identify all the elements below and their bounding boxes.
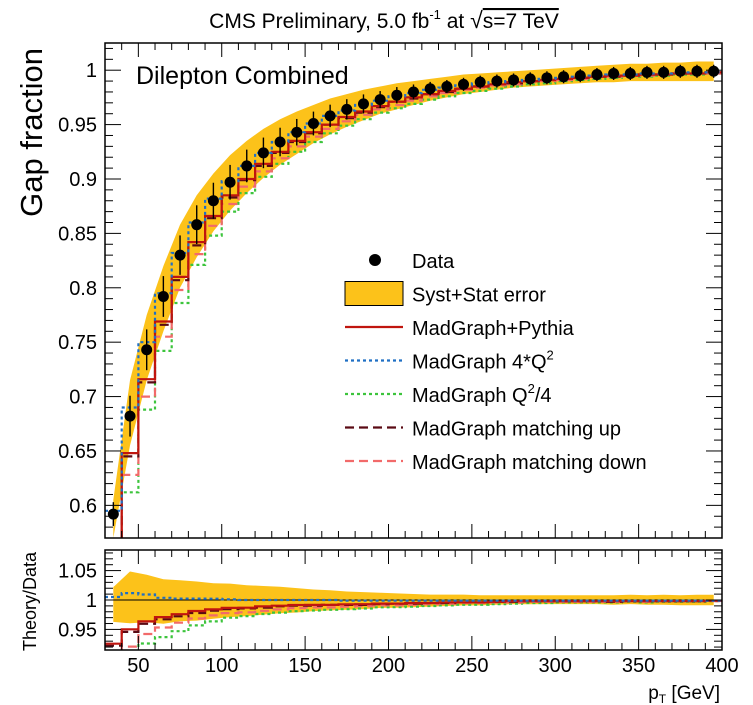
x-tick-label: 250 bbox=[455, 655, 488, 677]
data-point bbox=[458, 78, 470, 90]
data-point bbox=[674, 65, 686, 77]
data-point bbox=[608, 67, 620, 79]
data-point bbox=[524, 73, 536, 85]
legend-label: Data bbox=[412, 251, 455, 273]
data-point bbox=[324, 110, 336, 122]
main-plot-frame bbox=[104, 42, 723, 539]
y-tick-label: 0.7 bbox=[69, 387, 97, 409]
legend-label: Syst+Stat error bbox=[412, 285, 546, 307]
y-tick-label: 0.8 bbox=[69, 278, 97, 300]
data-point bbox=[658, 66, 670, 78]
data-point bbox=[441, 81, 453, 93]
ratio-y-tick-label: 1 bbox=[86, 590, 97, 612]
data-point bbox=[391, 89, 403, 101]
data-point bbox=[491, 75, 503, 87]
y-tick-label: 0.9 bbox=[69, 169, 97, 191]
chart-title: CMS Preliminary, 5.0 fb-1 at √s=7 TeV bbox=[209, 7, 559, 33]
data-point bbox=[341, 103, 353, 115]
legend-entry-matching_up: MadGraph matching up bbox=[345, 419, 621, 441]
y-tick-label: 0.85 bbox=[58, 223, 97, 245]
data-point bbox=[257, 147, 269, 159]
y-tick-label: 1 bbox=[86, 60, 97, 82]
x-tick-label: 100 bbox=[205, 655, 238, 677]
data-point bbox=[708, 65, 720, 77]
ratio-y-axis-label: Theory/Data bbox=[20, 551, 40, 651]
y-tick-label: 0.75 bbox=[58, 332, 97, 354]
series-line-q2x4 bbox=[105, 71, 722, 512]
legend-label: MadGraph+Pythia bbox=[412, 318, 575, 340]
data-point bbox=[207, 195, 219, 207]
ratio-error-band bbox=[113, 571, 714, 624]
y-axis-label: Gap fraction bbox=[14, 48, 49, 217]
data-point bbox=[274, 136, 286, 148]
data-point bbox=[191, 219, 203, 231]
y-tick-label: 0.65 bbox=[58, 441, 97, 463]
x-tick-label: 350 bbox=[622, 655, 655, 677]
legend-marker-data bbox=[369, 254, 381, 266]
y-tick-label: 0.95 bbox=[58, 115, 97, 137]
legend-marker-band bbox=[344, 281, 404, 306]
series-line-q2div4 bbox=[120, 72, 722, 538]
legend-entry-band: Syst+Stat error bbox=[344, 281, 546, 307]
ratio-y-tick-label: 0.95 bbox=[58, 619, 97, 641]
data-point bbox=[374, 94, 386, 106]
legend-label: MadGraph matching up bbox=[412, 419, 621, 441]
data-point bbox=[508, 74, 520, 86]
data-point bbox=[541, 72, 553, 84]
data-point bbox=[124, 410, 136, 422]
data-point bbox=[141, 344, 153, 356]
x-tick-label: 200 bbox=[372, 655, 405, 677]
x-tick-label: 400 bbox=[705, 655, 738, 677]
legend-label: MadGraph 4*Q2 bbox=[412, 348, 554, 374]
data-point bbox=[691, 65, 703, 77]
ratio-y-tick-label: 1.05 bbox=[58, 561, 97, 583]
data-point bbox=[357, 98, 369, 110]
data-point bbox=[224, 176, 236, 188]
panel-label: Dilepton Combined bbox=[136, 62, 349, 90]
data-point bbox=[174, 249, 186, 261]
ratio-line-q2x4 bbox=[105, 592, 722, 602]
data-point bbox=[408, 86, 419, 98]
legend-entry-madgraph_pythia: MadGraph+Pythia bbox=[345, 318, 575, 340]
data-point bbox=[591, 69, 603, 81]
data-point bbox=[641, 66, 653, 78]
legend-label: MadGraph Q2/4 bbox=[412, 381, 552, 407]
legend-entry-matching_down: MadGraph matching down bbox=[345, 452, 647, 474]
y-tick-label: 0.6 bbox=[69, 495, 97, 517]
x-axis-label: pT [GeV] bbox=[648, 683, 720, 705]
legend-entry-q2div4: MadGraph Q2/4 bbox=[345, 381, 552, 407]
data-point bbox=[291, 126, 303, 138]
x-tick-label: 300 bbox=[539, 655, 572, 677]
data-point bbox=[107, 508, 119, 520]
data-point bbox=[558, 71, 570, 83]
data-point bbox=[424, 83, 436, 95]
main-panel: 0.6 0.65 0.7 0.75 0.8 0.85 0.9 0.95 1 Dilepton C… bbox=[14, 42, 723, 539]
legend-entry-data: Data bbox=[369, 251, 455, 273]
data-point bbox=[624, 67, 636, 79]
legend-label: MadGraph matching down bbox=[412, 452, 647, 474]
data-point bbox=[574, 70, 586, 82]
x-tick-label: 150 bbox=[288, 655, 321, 677]
legend: Data Syst+Stat error MadGraph+Pythia MadGra… bbox=[344, 251, 647, 474]
data-point bbox=[474, 76, 486, 88]
data-point bbox=[241, 160, 253, 172]
data-point bbox=[307, 118, 319, 130]
x-tick-label: 50 bbox=[127, 655, 149, 677]
ratio-panel: 50 100 150 200 250 300 350 400 0.95 1 1.05 Theory… bbox=[20, 549, 739, 705]
data-point bbox=[157, 290, 169, 302]
legend-entry-q2x4: MadGraph 4*Q2 bbox=[345, 348, 554, 374]
